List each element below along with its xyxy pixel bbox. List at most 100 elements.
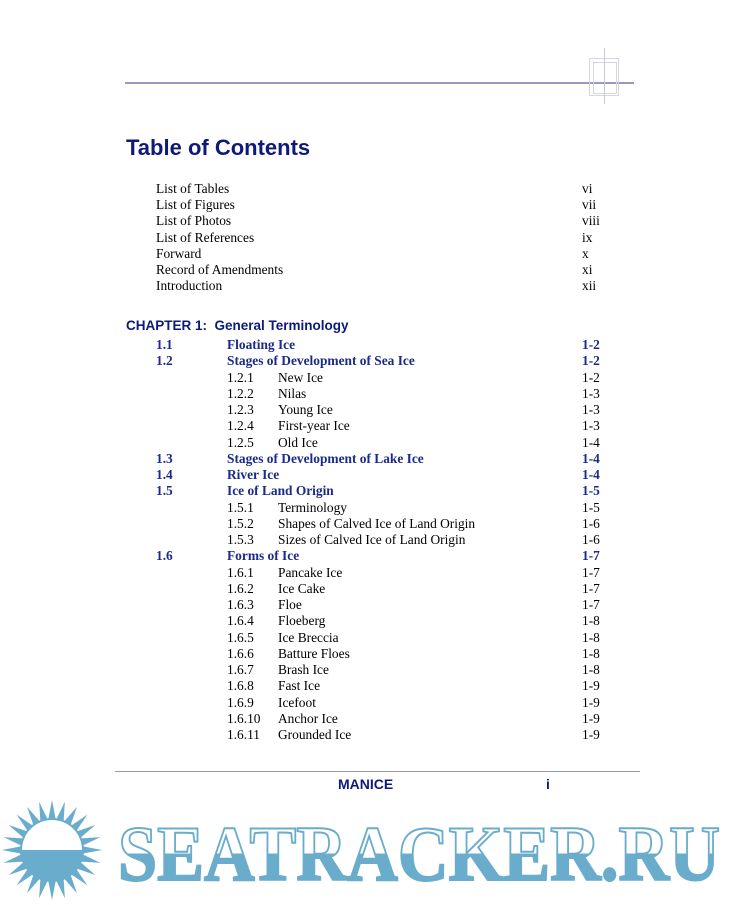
toc-subsection-row: 1.6.10 Anchor Ice 1-9	[0, 711, 732, 727]
toc-section-row: 1.5 Ice of Land Origin 1-5	[0, 483, 732, 499]
entry-page: vi	[582, 181, 593, 196]
header-rule	[125, 82, 634, 84]
toc-subsection-row: 1.2.2 Nilas 1-3	[0, 386, 732, 402]
entry-page: 1-8	[582, 645, 600, 661]
sun-ray	[79, 853, 101, 863]
entry-title: Anchor Ice	[278, 710, 338, 726]
entry-title: Old Ice	[278, 434, 318, 450]
toc-subsection-row: 1.5.2 Shapes of Calved Ice of Land Origin…	[0, 516, 732, 532]
entry-number: 1.2.3	[227, 402, 254, 417]
entry-page: 1-7	[582, 548, 600, 564]
entry-number: 1.5.1	[227, 499, 254, 515]
toc-front-matter-row: List of Figures vii	[0, 197, 732, 213]
entry-title: New Ice	[278, 369, 323, 385]
sun-ray	[81, 846, 102, 854]
sun-ray	[8, 825, 29, 839]
entry-page: 1-5	[582, 483, 600, 499]
entry-title: Brash Ice	[278, 662, 329, 677]
entry-number: 1.6.11	[227, 727, 260, 742]
sun-ray	[3, 837, 25, 847]
toc-front-matter-row: List of References ix	[0, 230, 732, 246]
sun-ray	[55, 877, 65, 899]
entry-number: 1.1	[156, 337, 173, 352]
entry-number: 1.6.6	[227, 645, 254, 661]
entry-title: Icefoot	[278, 694, 316, 710]
entry-page: xi	[582, 262, 593, 277]
toc-subsection-row: 1.2.1 New Ice 1-2	[0, 370, 732, 386]
toc-front-matter-row: List of Tables vi	[0, 181, 732, 197]
entry-number: 1.6.4	[227, 613, 254, 629]
sun-icon	[2, 800, 102, 900]
sun-ray	[79, 837, 101, 847]
entry-page: 1-4	[582, 450, 600, 466]
entry-page: 1-6	[582, 515, 600, 531]
entry-page: 1-8	[582, 613, 600, 629]
entry-title: List of References	[156, 229, 255, 245]
entry-page: 1-4	[582, 467, 600, 482]
entry-title: List of Tables	[156, 181, 230, 196]
entry-title: Pancake Ice	[278, 564, 343, 580]
sun-ray	[39, 877, 49, 899]
entry-number: 1.6	[156, 548, 173, 564]
entry-number: 1.2.5	[227, 434, 254, 450]
sun-ray	[75, 861, 96, 875]
toc-front-matter-row: Introduction xii	[0, 278, 732, 294]
toc-section-row: 1.3 Stages of Development of Lake Ice 1-4	[0, 451, 732, 467]
sun-ray	[63, 873, 77, 894]
entry-number: 1.5.2	[227, 515, 254, 531]
entry-page: 1-9	[582, 710, 600, 726]
entry-title: Terminology	[278, 499, 347, 515]
entry-title: Batture Floes	[278, 645, 350, 661]
toc-subsection-row: 1.5.1 Terminology 1-5	[0, 500, 732, 516]
sun-ray	[55, 801, 65, 823]
toc-subsection-row: 1.6.8 Fast Ice 1-9	[0, 678, 732, 694]
entry-page: xii	[582, 278, 597, 294]
entry-title: Shapes of Calved Ice of Land Origin	[278, 515, 476, 531]
entry-title: Record of Amendments	[156, 262, 284, 277]
entry-number: 1.3	[156, 450, 173, 466]
sun-ray	[8, 861, 29, 875]
toc-subsection-row: 1.5.3 Sizes of Calved Ice of Land Origin 1…	[0, 532, 732, 548]
entry-title: List of Photos	[156, 213, 232, 229]
entry-number: 1.6.1	[227, 564, 254, 580]
toc-front-matter-row: Record of Amendments xi	[0, 262, 732, 278]
watermark-logo: SEATRACKER.RU	[2, 800, 721, 900]
entry-title: Grounded Ice	[278, 727, 352, 742]
page-title: Table of Contents	[126, 135, 311, 160]
entry-page: 1-7	[582, 580, 600, 596]
sun-ray	[2, 846, 23, 854]
entry-page: 1-8	[582, 629, 600, 645]
entry-title: Stages of Development of Sea Ice	[227, 353, 415, 369]
entry-title: List of Figures	[156, 197, 235, 213]
entry-page: 1-3	[582, 418, 600, 434]
entry-number: 1.4	[156, 467, 173, 482]
toc-subsection-row: 1.6.4 Floeberg 1-8	[0, 613, 732, 629]
chapter-heading: CHAPTER 1: General Terminology	[126, 318, 349, 333]
entry-title: First-year Ice	[278, 418, 350, 434]
entry-title: Nilas	[278, 385, 307, 401]
entry-number: 1.2.2	[227, 385, 254, 401]
entry-title: Forms of Ice	[227, 548, 300, 564]
toc-subsection-row: 1.2.5 Old Ice 1-4	[0, 435, 732, 451]
entry-number: 1.2.4	[227, 418, 254, 434]
entry-title: Floeberg	[278, 613, 326, 629]
toc-section-row: 1.6 Forms of Ice 1-7	[0, 548, 732, 564]
footer-page-number: i	[546, 776, 550, 792]
entry-page: 1-8	[582, 662, 600, 677]
toc-subsection-row: 1.6.5 Ice Breccia 1-8	[0, 630, 732, 646]
toc-subsection-row: 1.6.3 Floe 1-7	[0, 597, 732, 613]
toc-subsection-row: 1.2.4 First-year Ice 1-3	[0, 418, 732, 434]
toc-subsection-row: 1.6.9 Icefoot 1-9	[0, 695, 732, 711]
toc-subsection-row: 1.6.7 Brash Ice 1-8	[0, 662, 732, 678]
toc-section-row: 1.4 River Ice 1-4	[0, 467, 732, 483]
entry-title: Floating Ice	[227, 337, 296, 352]
entry-page: ix	[582, 229, 593, 245]
entry-page: viii	[582, 213, 600, 229]
entry-title: Introduction	[156, 278, 223, 294]
entry-number: 1.6.9	[227, 694, 254, 710]
entry-title: Floe	[278, 597, 302, 612]
entry-title: Ice Breccia	[278, 629, 339, 645]
sun-ray	[48, 800, 56, 821]
entry-page: 1-3	[582, 385, 600, 401]
